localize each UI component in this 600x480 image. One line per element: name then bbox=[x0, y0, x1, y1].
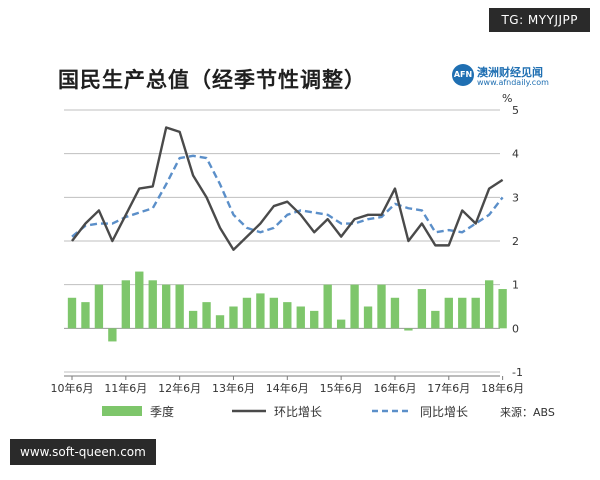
y-tick-label: 1 bbox=[512, 279, 519, 292]
x-tick-label: 12年6月 bbox=[158, 381, 201, 395]
bar bbox=[498, 289, 507, 329]
bar bbox=[269, 297, 279, 329]
x-tick-label: 16年6月 bbox=[373, 381, 416, 395]
bar bbox=[417, 289, 427, 329]
x-tick-label: 10年6月 bbox=[51, 381, 94, 395]
bar bbox=[188, 310, 198, 329]
source-label: 来源：ABS bbox=[500, 406, 555, 419]
x-tick-label: 11年6月 bbox=[104, 381, 147, 395]
legend-swatch-bar bbox=[102, 406, 142, 416]
y-tick-label: 3 bbox=[512, 191, 519, 204]
x-tick-label: 17年6月 bbox=[427, 381, 470, 395]
y-unit-label: % bbox=[502, 92, 512, 105]
bar bbox=[390, 297, 400, 329]
bar bbox=[336, 319, 346, 329]
bar bbox=[484, 280, 494, 329]
bar bbox=[458, 297, 467, 329]
bar bbox=[94, 284, 104, 329]
bar bbox=[67, 297, 77, 329]
logo-url: www.afndaily.com bbox=[477, 78, 549, 87]
line-series bbox=[71, 126, 504, 251]
bar bbox=[310, 310, 319, 329]
bar bbox=[81, 302, 90, 329]
bar-series bbox=[67, 271, 507, 342]
bar bbox=[135, 271, 144, 329]
bar bbox=[256, 293, 265, 329]
bar bbox=[404, 328, 413, 331]
bar bbox=[162, 284, 171, 329]
bar bbox=[229, 306, 238, 329]
bar bbox=[444, 297, 453, 329]
x-tick-label: 15年6月 bbox=[320, 381, 363, 395]
bar bbox=[296, 306, 305, 329]
y-tick-label: 5 bbox=[512, 104, 519, 117]
y-tick-label: -1 bbox=[512, 366, 523, 379]
bar bbox=[471, 297, 480, 329]
bar bbox=[202, 302, 211, 329]
bar bbox=[108, 328, 117, 342]
bar bbox=[377, 284, 386, 329]
y-tick-label: 2 bbox=[512, 235, 519, 248]
series-line-mom bbox=[71, 126, 504, 251]
chart-title: 国民生产总值（经季节性调整） bbox=[58, 68, 366, 92]
bar bbox=[175, 284, 184, 329]
bar bbox=[121, 280, 130, 329]
telegram-badge: TG: MYYJJPP bbox=[489, 8, 590, 32]
legend-item-mom: 环比增长 bbox=[232, 400, 322, 422]
grid-lines bbox=[64, 109, 500, 373]
legend-item-yoy: 同比增长 bbox=[372, 400, 468, 422]
axes: -1 0 1 2 3 4 5% 10年6月 11年6月 12年6月 13年6月 14年6月 15年6月 1… bbox=[51, 92, 525, 395]
legend: 季度 环比增长 同比增长 来源：ABS bbox=[0, 400, 600, 422]
bar bbox=[283, 302, 292, 329]
x-tick-label: 18年6月 bbox=[481, 381, 524, 395]
site-badge: www.soft-queen.com bbox=[10, 439, 156, 465]
legend-label-mom: 环比增长 bbox=[274, 404, 323, 419]
series-line-yoy bbox=[71, 154, 504, 238]
bar bbox=[148, 280, 157, 329]
legend-item-quarterly: 季度 bbox=[102, 400, 174, 422]
y-tick-label: 0 bbox=[512, 322, 519, 335]
logo-mark: AFN bbox=[452, 64, 474, 86]
bar bbox=[215, 315, 225, 329]
bar bbox=[323, 284, 332, 329]
logo-name: 澳洲财经见闻 bbox=[477, 66, 543, 79]
legend-label-quarterly: 季度 bbox=[150, 404, 175, 419]
x-tick-label: 13年6月 bbox=[212, 381, 255, 395]
y-tick-label: 4 bbox=[512, 148, 519, 161]
bar bbox=[242, 297, 252, 329]
bar bbox=[350, 284, 359, 329]
bar bbox=[363, 306, 373, 329]
afn-logo: AFN 澳洲财经见闻 www.afndaily.com bbox=[452, 64, 572, 90]
bar bbox=[431, 310, 440, 329]
x-tick-label: 14年6月 bbox=[266, 381, 309, 395]
legend-label-yoy: 同比增长 bbox=[420, 404, 469, 419]
